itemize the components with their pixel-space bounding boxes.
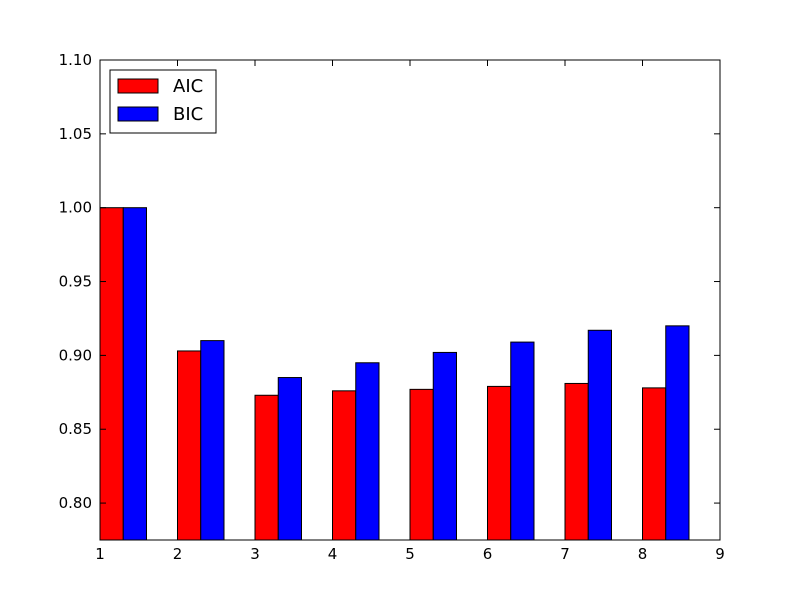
x-tick-label-2: 2	[173, 545, 183, 563]
bar-bic-3	[277, 377, 302, 541]
bar-bic-1	[122, 207, 147, 541]
bar-bic-8	[665, 325, 690, 541]
bar-bic-6	[510, 341, 535, 541]
x-tick-label-4: 4	[328, 545, 338, 563]
y-tick-label-1.00: 1.00	[59, 199, 92, 217]
x-tick-label-5: 5	[405, 545, 415, 563]
legend-label-aic: AIC	[173, 76, 203, 97]
ticks-layer: 1 2 3 4 5 6 7 8 9 0.80 0.85 0.90 0.95 1.00 1.05 1.10	[59, 51, 725, 563]
bar-bic-7	[587, 329, 612, 541]
y-tick-label-0.90: 0.90	[59, 346, 92, 364]
y-tick-label-1.05: 1.05	[59, 125, 92, 143]
bar-bic-4	[355, 362, 380, 541]
bar-aic-7	[564, 382, 589, 541]
legend: AIC BIC	[109, 69, 217, 134]
y-tick-label-0.85: 0.85	[59, 420, 92, 438]
bar-aic-5	[409, 388, 434, 541]
x-tick-label-9: 9	[715, 545, 725, 563]
bar-aic-3	[254, 394, 279, 541]
bar-bic-2	[200, 340, 225, 541]
legend-swatch-aic	[117, 78, 159, 94]
bar-bic-5	[432, 351, 457, 541]
bars-layer	[99, 207, 690, 541]
x-tick-label-7: 7	[560, 545, 570, 563]
y-tick-label-0.95: 0.95	[59, 273, 92, 291]
x-tick-label-3: 3	[250, 545, 260, 563]
bar-aic-8	[642, 387, 667, 541]
y-tick-label-1.10: 1.10	[59, 51, 92, 69]
y-tick-label-0.80: 0.80	[59, 494, 92, 512]
bar-aic-6	[487, 385, 512, 541]
legend-swatch-bic	[117, 106, 159, 122]
legend-label-bic: BIC	[173, 104, 203, 125]
x-tick-label-6: 6	[483, 545, 493, 563]
x-tick-label-8: 8	[638, 545, 648, 563]
bar-aic-2	[177, 350, 202, 541]
bar-aic-4	[332, 390, 357, 541]
x-tick-label-1: 1	[95, 545, 105, 563]
bar-aic-1	[99, 207, 124, 541]
